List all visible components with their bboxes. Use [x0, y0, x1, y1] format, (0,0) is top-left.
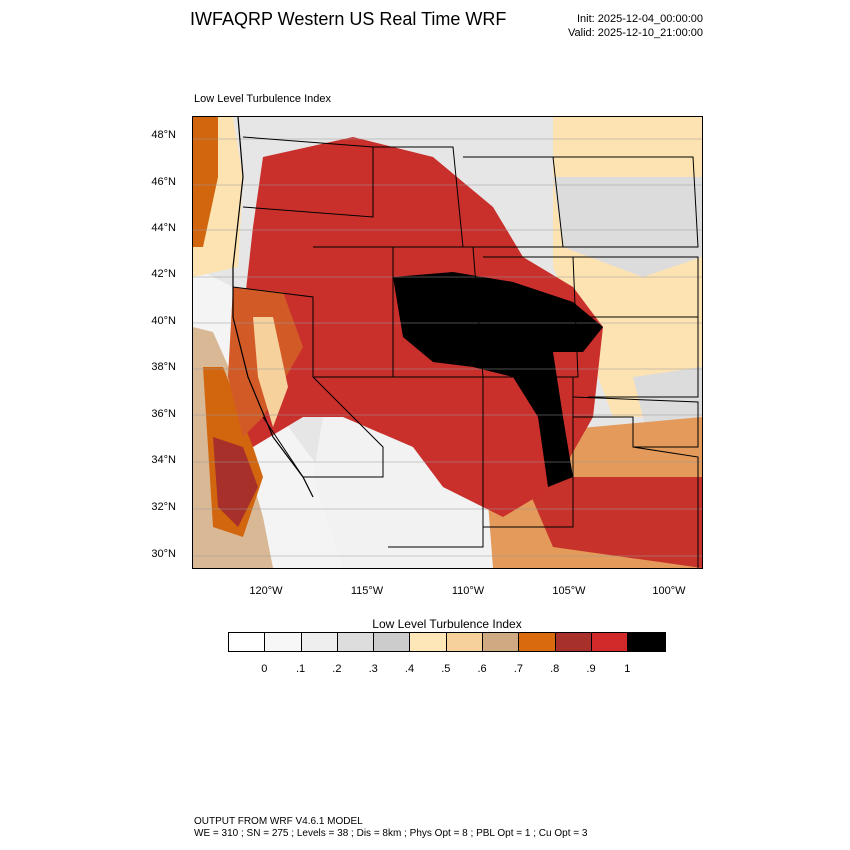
map-canvas — [193, 117, 702, 568]
field-title: Low Level Turbulence Index — [194, 93, 331, 105]
colorbar-swatch — [229, 633, 266, 651]
colorbar-swatch — [301, 633, 338, 651]
lat-label: 38°N — [151, 361, 176, 373]
lat-label: 32°N — [151, 501, 176, 513]
colorbar-tick-label: .6 — [477, 663, 487, 675]
colorbar-swatch — [555, 633, 592, 651]
map-coastline — [232, 117, 314, 498]
lat-label: 44°N — [151, 222, 176, 234]
colorbar-swatch — [374, 633, 411, 651]
lon-label: 115°W — [350, 585, 384, 597]
colorbar-swatch — [265, 633, 302, 651]
colorbar-swatch — [337, 633, 375, 651]
colorbar-tick-label: 0 — [261, 663, 268, 675]
colorbar-swatch — [591, 633, 629, 651]
colorbar-title: Low Level Turbulence Index — [372, 617, 522, 631]
lon-label: 110°W — [451, 585, 485, 597]
map-valley — [253, 317, 288, 427]
map-plains-grey — [553, 177, 702, 277]
colorbar-swatch — [628, 633, 665, 651]
colorbar-tick-label: 1 — [624, 663, 631, 675]
lat-label: 46°N — [151, 176, 176, 188]
colorbar-tick-label: .8 — [550, 663, 560, 675]
map-graticule — [193, 138, 702, 557]
colorbar-tick-label: .9 — [586, 663, 596, 675]
init-time: Init: 2025-12-04_00:00:00 — [577, 13, 703, 25]
colorbar-tick-label: .1 — [296, 663, 306, 675]
colorbar-swatch — [446, 633, 484, 651]
map-black-core — [393, 272, 603, 487]
colorbar — [228, 632, 666, 652]
valid-time: Valid: 2025-12-10_21:00:00 — [568, 27, 703, 39]
map-south-red — [523, 477, 702, 568]
colorbar-tick-label: .5 — [441, 663, 451, 675]
chart-title: IWFAQRP Western US Real Time WRF — [190, 9, 507, 29]
lat-label: 36°N — [151, 408, 176, 420]
lon-label: 120°W — [249, 585, 283, 597]
lat-label: 34°N — [151, 454, 176, 466]
footer-model: OUTPUT FROM WRF V4.6.1 MODEL — [194, 816, 363, 827]
footer-config: WE = 310 ; SN = 275 ; Levels = 38 ; Dis … — [194, 828, 588, 839]
turbulence-map — [192, 116, 703, 569]
lon-label: 105°W — [552, 585, 586, 597]
colorbar-tick-label: .2 — [332, 663, 342, 675]
colorbar-tick-label: .4 — [404, 663, 415, 675]
lat-label: 40°N — [151, 315, 176, 327]
colorbar-swatch — [519, 633, 556, 651]
map-state-borders — [232, 136, 699, 568]
map-ocean-darkred — [213, 437, 258, 527]
colorbar-swatch — [483, 633, 520, 651]
colorbar-tick-label: .3 — [368, 663, 378, 675]
map-coast-orange — [193, 117, 218, 247]
lon-label: 100°W — [652, 585, 686, 597]
colorbar-tick-label: .7 — [513, 663, 523, 675]
colorbar-swatch — [410, 633, 447, 651]
lat-label: 30°N — [151, 548, 176, 560]
lat-label: 42°N — [151, 268, 176, 280]
lat-label: 48°N — [151, 129, 176, 141]
